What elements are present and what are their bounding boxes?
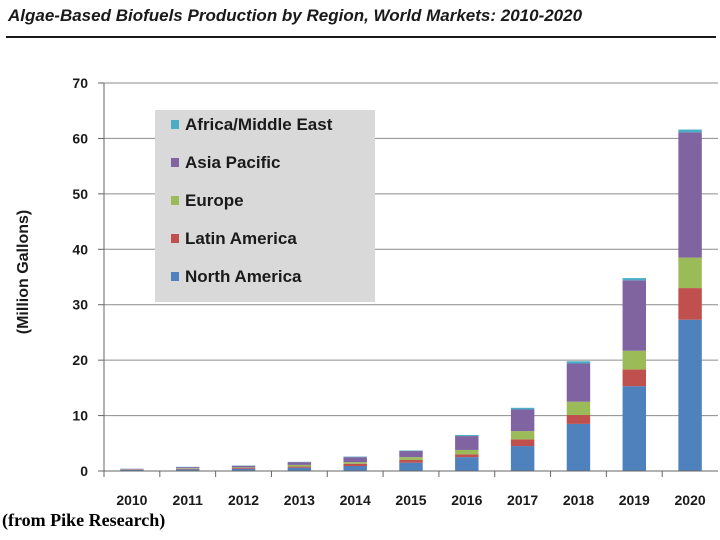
bar-segment	[176, 467, 200, 469]
y-tick-label: 60	[72, 130, 88, 146]
y-tick-label: 70	[72, 75, 88, 91]
bar-segment	[566, 361, 591, 364]
bar-segment	[120, 469, 144, 471]
legend-label: North America	[185, 267, 302, 286]
y-tick-label: 20	[72, 352, 88, 368]
bar-segment	[678, 257, 702, 289]
bar-segment	[510, 409, 535, 432]
bar-segment	[566, 423, 591, 471]
bar-segment	[622, 369, 646, 387]
x-tick-labels: 2010 2011 2012 2013 2014 2015 2016 2017 2018 2019…	[103, 471, 706, 508]
bar-segment	[231, 467, 256, 469]
bar-segment	[622, 278, 646, 281]
legend-label: Asia Pacific	[185, 153, 280, 172]
bar-segment	[343, 457, 367, 463]
legend-swatch	[171, 234, 179, 243]
bar-segment	[176, 469, 200, 471]
bar-segment	[622, 350, 646, 370]
bar-segment	[399, 457, 423, 460]
bar-segment	[343, 463, 367, 467]
bar-segment	[343, 456, 367, 458]
bar-segment	[176, 468, 200, 469]
x-tick-label: 2020	[675, 492, 706, 508]
bar-segment	[510, 439, 535, 447]
y-tick-label: 30	[72, 297, 88, 313]
bar-segment	[343, 466, 367, 471]
x-tick-label: 2010	[116, 492, 147, 508]
axes	[103, 83, 718, 472]
bar-segment	[231, 467, 256, 468]
bar-segment	[287, 464, 312, 467]
bar-segment	[399, 462, 423, 471]
bar-segment	[399, 451, 423, 458]
legend: Africa/Middle East Asia Pacific Europe Lati…	[155, 110, 375, 302]
y-axis-label: (Million Gallons)	[15, 210, 32, 334]
bar-segment	[510, 407, 535, 410]
bar-segment	[399, 450, 423, 452]
x-tick-label: 2015	[395, 492, 426, 508]
bar-segment	[176, 468, 200, 470]
bar-segment	[566, 415, 591, 424]
chart-title: Algae-Based Biofuels Production by Regio…	[8, 6, 583, 25]
bar-segment	[510, 431, 535, 440]
bar-segment	[622, 386, 646, 471]
legend-label: Africa/Middle East	[185, 115, 333, 134]
bar-segment	[399, 459, 423, 463]
legend-swatch	[171, 158, 179, 167]
bar-segment	[566, 363, 591, 402]
source-note: (from Pike Research)	[2, 510, 166, 530]
bar-segment	[455, 436, 479, 450]
bar-segment	[287, 462, 312, 465]
legend-swatch	[171, 272, 179, 281]
legend-box	[155, 110, 375, 302]
legend-swatch	[171, 120, 179, 129]
legend-swatch	[171, 196, 179, 205]
y-tick-label: 40	[72, 241, 88, 257]
bar-segment	[120, 468, 144, 470]
bar-segment	[455, 449, 479, 455]
y-tick-label: 10	[72, 408, 88, 424]
title-underline	[6, 36, 716, 38]
bar-segment	[678, 288, 702, 320]
bar-segment	[455, 454, 479, 458]
bar-segment	[287, 466, 312, 468]
x-tick-label: 2017	[507, 492, 538, 508]
bar-segment	[510, 446, 535, 471]
x-tick-label: 2013	[284, 492, 315, 508]
x-tick-label: 2012	[228, 492, 259, 508]
bars	[120, 129, 702, 471]
y-tick-labels: 0 10 20 30 40 50 60 70	[72, 75, 104, 479]
bar-segment	[231, 465, 256, 468]
x-tick-label: 2016	[451, 492, 482, 508]
bar-segment	[678, 132, 702, 258]
x-tick-label: 2019	[619, 492, 650, 508]
legend-label: Europe	[185, 191, 244, 210]
bar-segment	[287, 467, 312, 471]
bar-segment	[678, 319, 702, 471]
legend-label: Latin America	[185, 229, 297, 248]
y-tick-label: 50	[72, 186, 88, 202]
x-tick-label: 2011	[173, 492, 204, 508]
x-tick-label: 2018	[563, 492, 594, 508]
bar-segment	[231, 468, 256, 471]
bar-segment	[622, 280, 646, 351]
bar-segment	[566, 401, 591, 416]
x-tick-label: 2014	[340, 492, 371, 508]
bar-segment	[678, 129, 702, 133]
bar-segment	[455, 434, 479, 437]
bar-segment	[343, 462, 367, 464]
y-tick-label: 0	[80, 463, 88, 479]
bar-segment	[455, 457, 479, 471]
